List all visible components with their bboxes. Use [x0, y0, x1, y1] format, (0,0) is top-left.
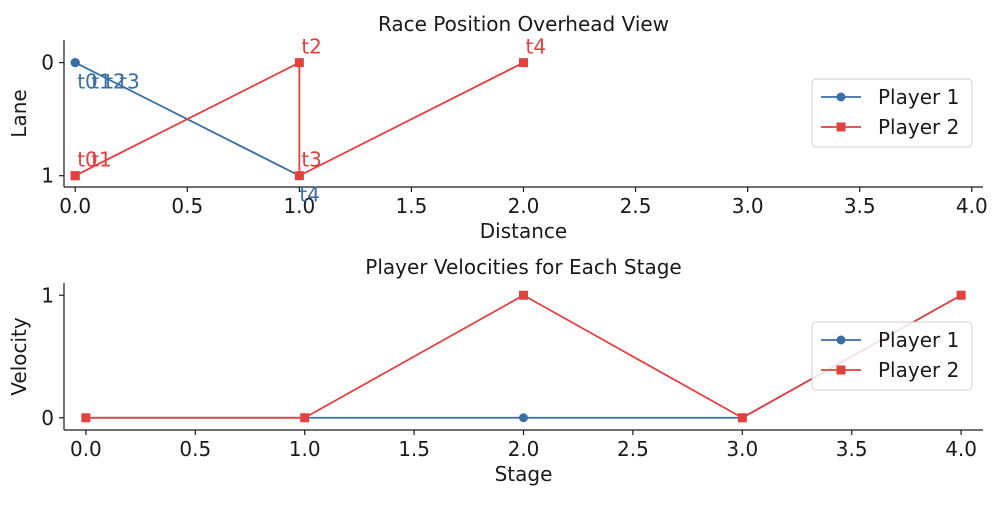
point-label: t4: [526, 35, 547, 59]
legend-label: Player 2: [878, 358, 959, 382]
point-label: t1: [91, 148, 112, 172]
series-line: [74, 61, 524, 178]
y-tick-label: 1: [41, 164, 54, 188]
point-label: t0: [77, 70, 98, 94]
data-point: [300, 413, 310, 423]
x-tick-label: 1.0: [289, 437, 321, 461]
x-tick-label: 3.5: [836, 437, 868, 461]
legend-label: Player 1: [878, 328, 959, 352]
x-tick-label: 4.0: [945, 437, 977, 461]
data-point: [519, 290, 528, 300]
x-tick-label: 0.0: [59, 194, 91, 218]
x-tick-label: 1.5: [396, 194, 428, 218]
data-point: [737, 413, 747, 423]
y-axis-label: Velocity: [7, 317, 31, 396]
data-point: [70, 58, 80, 68]
legend: Player 1 Player 2: [811, 321, 973, 391]
chart-title: Player Velocities for Each Stage: [365, 255, 681, 279]
chart-panel-2: Player Velocities for Each Stage 0.0 0.5 1.…: [7, 255, 983, 486]
legend-label: Player 2: [878, 115, 959, 139]
point-label: t2: [301, 35, 322, 59]
x-tick-label: 1.0: [283, 194, 315, 218]
legend-marker: [836, 335, 846, 345]
data-point: [81, 413, 91, 423]
x-tick-label: 2.5: [617, 437, 649, 461]
x-tick-label: 4.0: [956, 194, 988, 218]
y-tick-label: 1: [41, 283, 54, 307]
x-tick-label: 3.5: [844, 194, 876, 218]
point-label: t4: [299, 183, 320, 207]
data-point: [519, 58, 528, 68]
legend: Player 1 Player 2: [811, 78, 973, 148]
x-axis-label: Stage: [495, 462, 553, 486]
legend-box: [811, 78, 973, 148]
legend-label: Player 1: [878, 85, 959, 109]
point-label: t2: [105, 70, 126, 94]
x-tick-label: 3.0: [726, 437, 758, 461]
legend-marker: [836, 92, 846, 102]
chart-panel-1: Race Position Overhead View 0.0 0.5 1.0 1.5 2…: [7, 12, 988, 243]
data-point: [70, 171, 80, 181]
legend-marker: [836, 122, 846, 132]
x-tick-label: 3.0: [732, 194, 764, 218]
point-label: t3: [119, 70, 140, 94]
legend-marker: [836, 365, 846, 375]
point-label: t3: [301, 148, 322, 172]
x-axis-label: Distance: [480, 219, 567, 243]
point-label: t0: [77, 148, 98, 172]
data-point: [294, 58, 304, 68]
legend-box: [811, 321, 973, 391]
data-point: [956, 290, 966, 300]
y-axis-label: Lane: [7, 89, 31, 137]
x-tick-label: 0.5: [171, 194, 203, 218]
x-tick-label: 0.5: [179, 437, 211, 461]
x-tick-label: 2.0: [508, 194, 540, 218]
x-tick-label: 0.0: [70, 437, 102, 461]
chart-title: Race Position Overhead View: [378, 12, 669, 36]
data-point: [294, 171, 304, 181]
y-tick-label: 0: [41, 51, 54, 75]
x-tick-label: 2.5: [620, 194, 652, 218]
data-point: [519, 413, 528, 423]
point-label: t1: [91, 70, 112, 94]
x-tick-label: 2.0: [508, 437, 540, 461]
y-tick-label: 0: [41, 406, 54, 430]
x-tick-label: 1.5: [398, 437, 430, 461]
